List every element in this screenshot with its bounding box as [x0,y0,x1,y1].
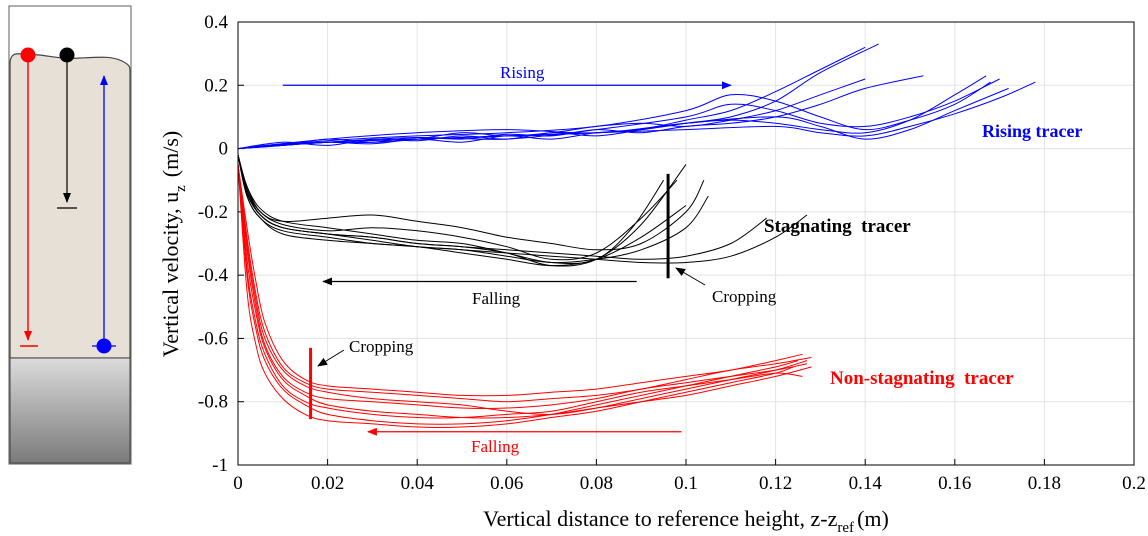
y-tick-label: -1 [212,455,228,476]
stagnating-tracer-label: Stagnating tracer [764,216,911,237]
container-base [9,357,131,464]
y-tick-label: 0 [219,139,229,160]
series-line-stagnating-11 [237,154,678,261]
crop-black-label: Cropping [712,287,777,306]
x-tick-label: 0.2 [1122,473,1146,494]
x-tick-label: 0.18 [1028,473,1061,494]
series-line-non-stagnating-23 [237,164,803,419]
x-tick-label: 0.12 [759,473,792,494]
fluid-body [9,53,131,359]
falling-black-label: Falling [472,289,521,308]
series-line-non-stagnating-24 [237,164,812,403]
y-tick-label: 0.4 [204,12,228,33]
y-axis-label: Vertical velocity, uz(m/s) [158,131,189,357]
series-line-rising-1 [237,46,866,150]
crop-red-label: Cropping [349,337,414,356]
series-line-stagnating-9 [237,154,665,264]
container-outline [8,5,132,465]
crop-red-pointer [317,349,345,367]
series-line-rising-5 [237,78,1000,150]
series-line-stagnating-13 [237,154,705,251]
series-line-rising-8 [237,87,1009,150]
x-tick-label: 0.1 [674,473,698,494]
plot-frame [237,21,1135,466]
y-tick-label: -0.6 [198,328,228,349]
crop-black-pointer [675,267,706,286]
tracer-schematic [8,5,132,465]
y-tick-label: -0.4 [198,265,229,286]
velocity-chart: 0 0.02 0.04 0.06 0.08 0.1 0.12 0.14 0.16 0.18 0.2 … [158,12,1146,536]
x-tick-label: 0.16 [938,473,971,494]
series-line-non-stagnating-21 [237,164,794,428]
x-tick-label: 0.14 [849,473,883,494]
series-line-stagnating-15 [237,154,808,264]
x-tick-label: 0 [233,473,243,494]
series-line-stagnating-16 [237,154,709,264]
y-tick-label: 0.2 [204,75,228,96]
series-line-rising-4 [237,75,987,150]
y-tick-label: -0.8 [198,392,228,413]
red-tracer-dot [20,47,36,63]
series-line-non-stagnating-19 [237,164,803,397]
annotations: Rising Falling Falling Cropping Cropping… [282,63,1082,456]
y-tick-label: -0.2 [198,202,228,223]
non-stagnating-tracer-label: Non-stagnating tracer [830,368,1014,389]
black-tracer-dot [59,47,75,63]
series-line-non-stagnating-18 [237,164,812,419]
x-tick-label: 0.08 [580,473,613,494]
falling-red-label: Falling [471,437,520,456]
series-group [237,43,1036,428]
series-line-non-stagnating-22 [237,164,808,409]
rising-arrow-label: Rising [500,63,545,82]
blue-tracer-dot [96,338,112,354]
x-tick-label: 0.04 [401,473,435,494]
x-tick-labels: 0 0.02 0.04 0.06 0.08 0.1 0.12 0.14 0.16 0.18 0.2 [233,473,1146,494]
series-line-stagnating-14 [237,154,767,260]
x-axis-label: Vertical distance to reference height, z… [483,506,889,536]
series-line-non-stagnating-17 [237,164,808,415]
series-line-rising-7 [237,81,1036,150]
x-tick-label: 0.06 [490,473,523,494]
series-line-rising-6 [237,81,991,150]
series-line-rising-3 [237,78,866,150]
rising-tracer-label: Rising tracer [982,121,1082,141]
y-tick-labels: 0.4 0.2 0 -0.2 -0.4 -0.6 -0.8 -1 [198,12,229,476]
x-tick-label: 0.02 [311,473,344,494]
